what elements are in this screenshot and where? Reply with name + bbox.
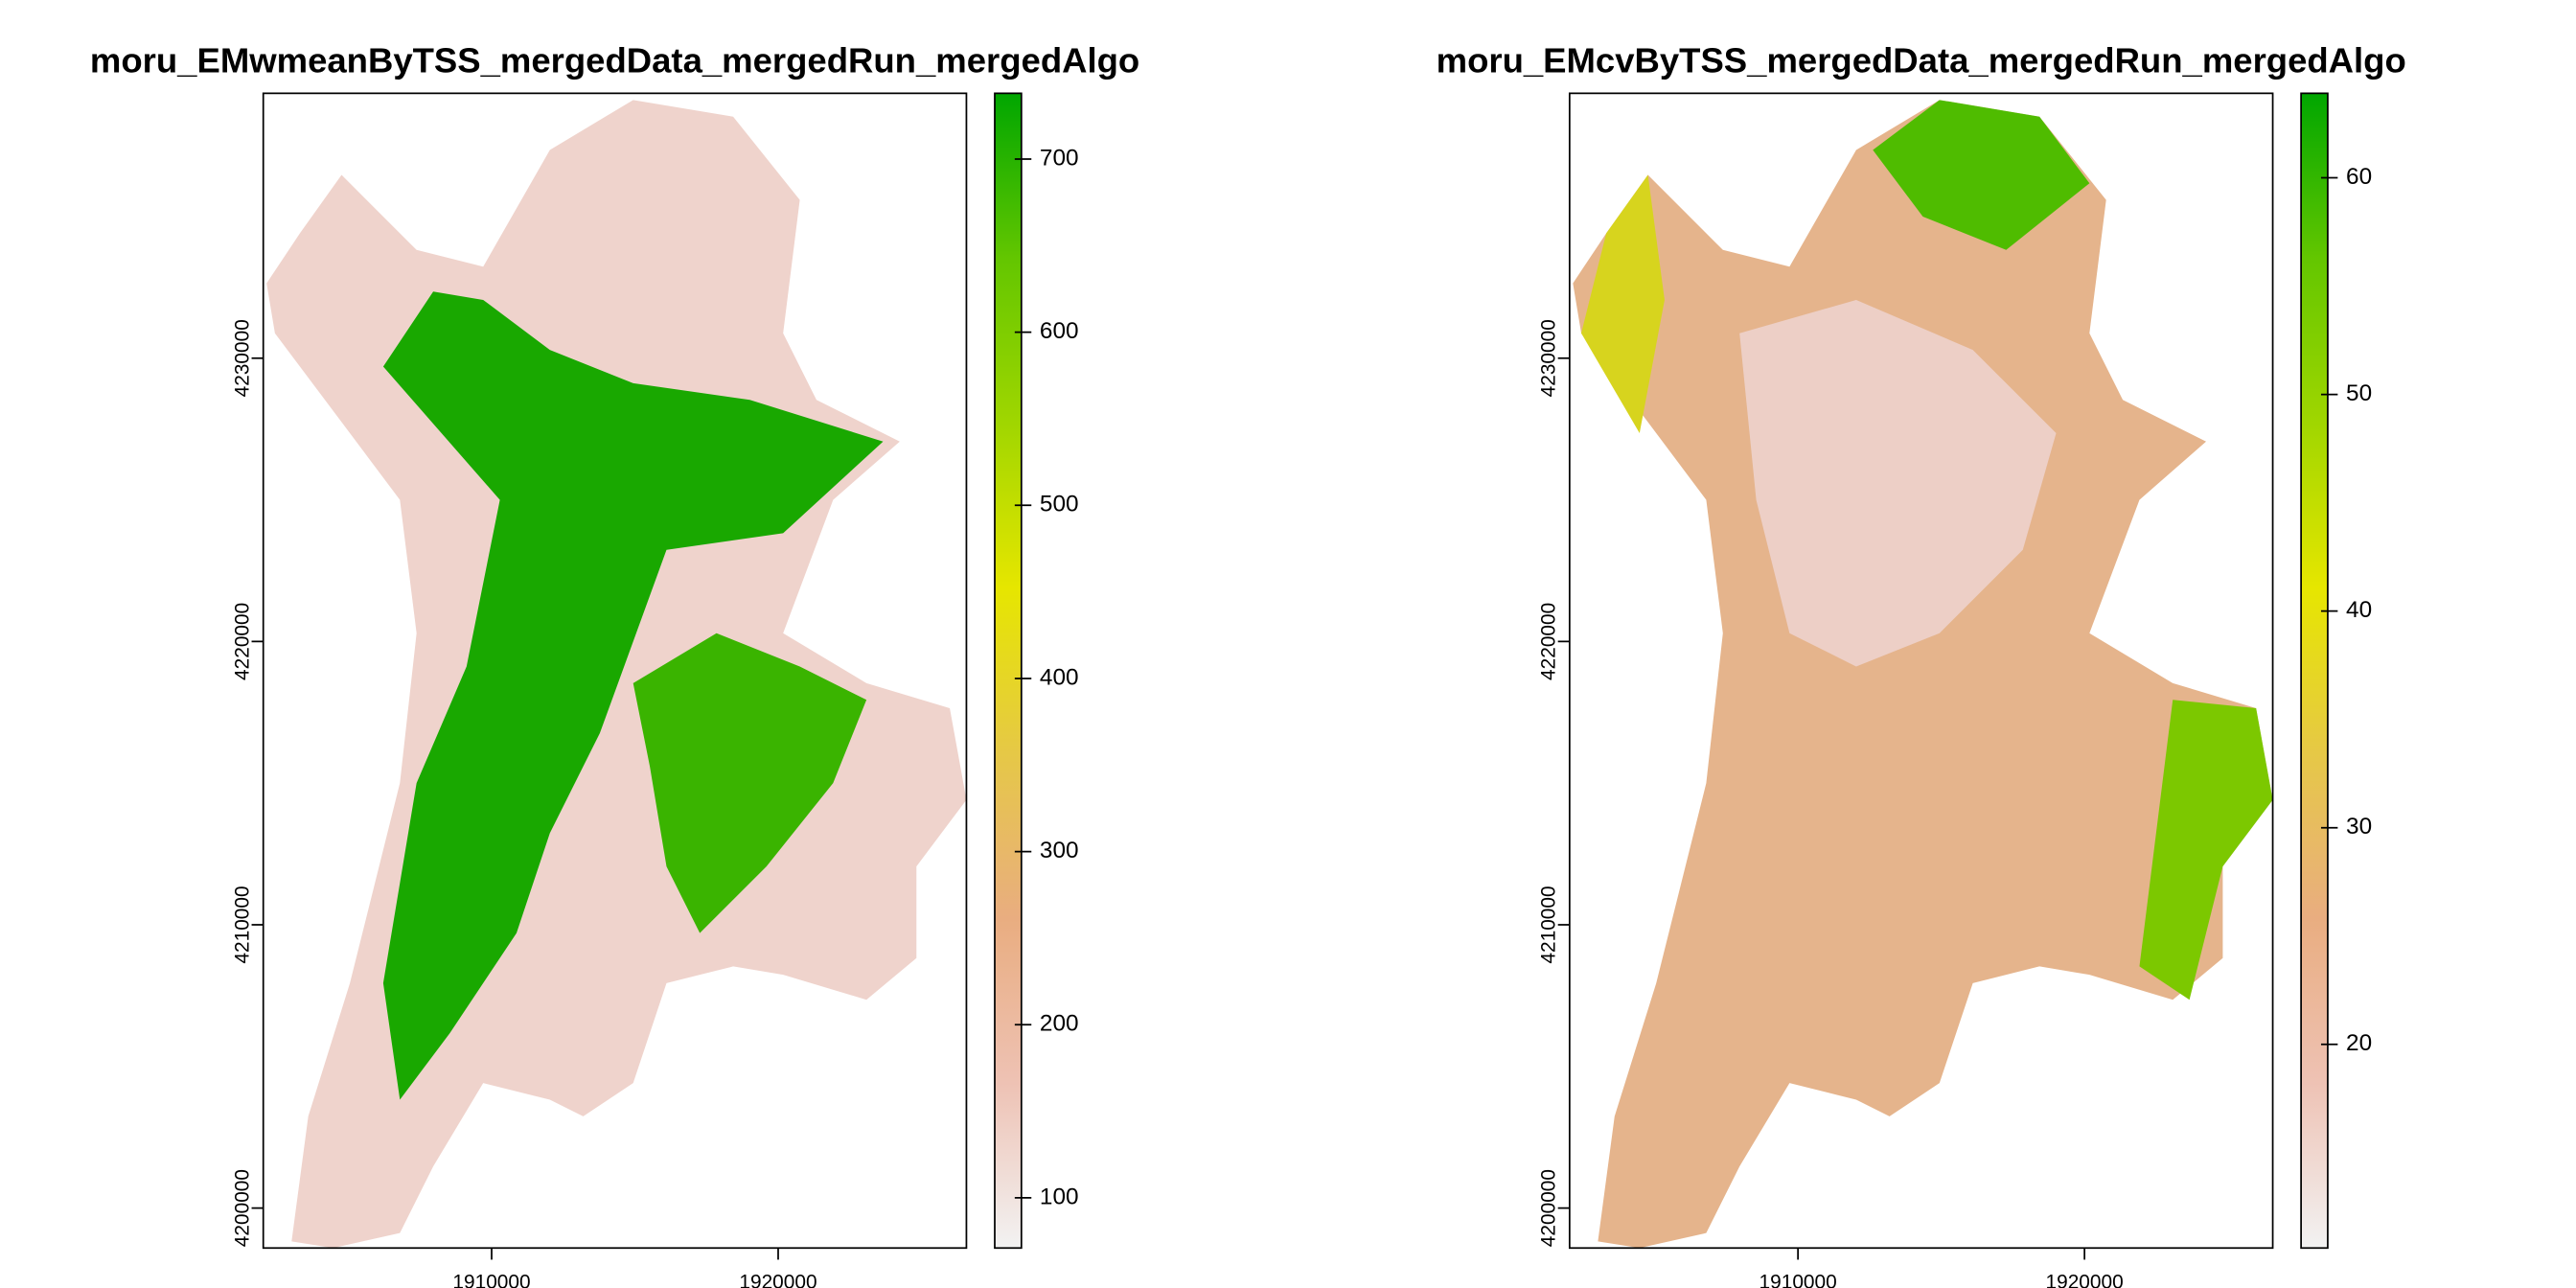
colorbar (2300, 92, 2329, 1250)
chart-title: moru_EMcvByTSS_mergedData_mergedRun_merg… (1437, 41, 2406, 80)
y-tick-label: 4200000 (231, 1169, 253, 1247)
colorbar-tick-label: 60 (2346, 164, 2372, 190)
plot-frame (262, 92, 968, 1250)
raster-high-area (1873, 100, 2090, 250)
colorbar-tick-label: 20 (2346, 1030, 2372, 1056)
raster-region (1573, 100, 2273, 1249)
colorbar-tick-label: 40 (2346, 597, 2372, 623)
map-panel-left (266, 100, 967, 1249)
x-tick-label: 1910000 (452, 1271, 530, 1288)
raster-high-area (382, 291, 884, 1100)
raster-mid-area (1581, 174, 1665, 434)
raster-high-area (632, 632, 867, 933)
colorbar-tick-label: 500 (1040, 492, 1079, 518)
y-tick-label: 4220000 (231, 603, 253, 680)
colorbar-tick-label: 600 (1040, 318, 1079, 344)
colorbar-tick-label: 30 (2346, 814, 2372, 840)
y-tick-label: 4230000 (231, 319, 253, 397)
plot-frame (1568, 92, 2274, 1250)
colorbar-tick-label: 400 (1040, 664, 1079, 690)
y-tick-label: 4210000 (231, 886, 253, 963)
colorbar (994, 92, 1023, 1250)
x-tick-label: 1920000 (2046, 1271, 2124, 1288)
colorbar-tick-label: 300 (1040, 838, 1079, 863)
colorbar-tick-label: 200 (1040, 1011, 1079, 1037)
y-tick-label: 4200000 (1537, 1169, 1559, 1247)
colorbar-tick-label: 50 (2346, 380, 2372, 406)
raster-high-area (2139, 700, 2273, 1000)
colorbar-tick-label: 100 (1040, 1184, 1079, 1209)
raster-low-area (1739, 299, 2057, 667)
y-tick-label: 4230000 (1537, 319, 1559, 397)
x-tick-label: 1910000 (1760, 1271, 1837, 1288)
chart-title: moru_EMwmeanByTSS_mergedData_mergedRun_m… (90, 41, 1139, 80)
map-panel-right (1573, 100, 2273, 1249)
x-tick-label: 1920000 (739, 1271, 816, 1288)
colorbar-tick-label: 700 (1040, 145, 1079, 171)
y-tick-label: 4220000 (1537, 603, 1559, 680)
y-tick-label: 4210000 (1537, 886, 1559, 963)
